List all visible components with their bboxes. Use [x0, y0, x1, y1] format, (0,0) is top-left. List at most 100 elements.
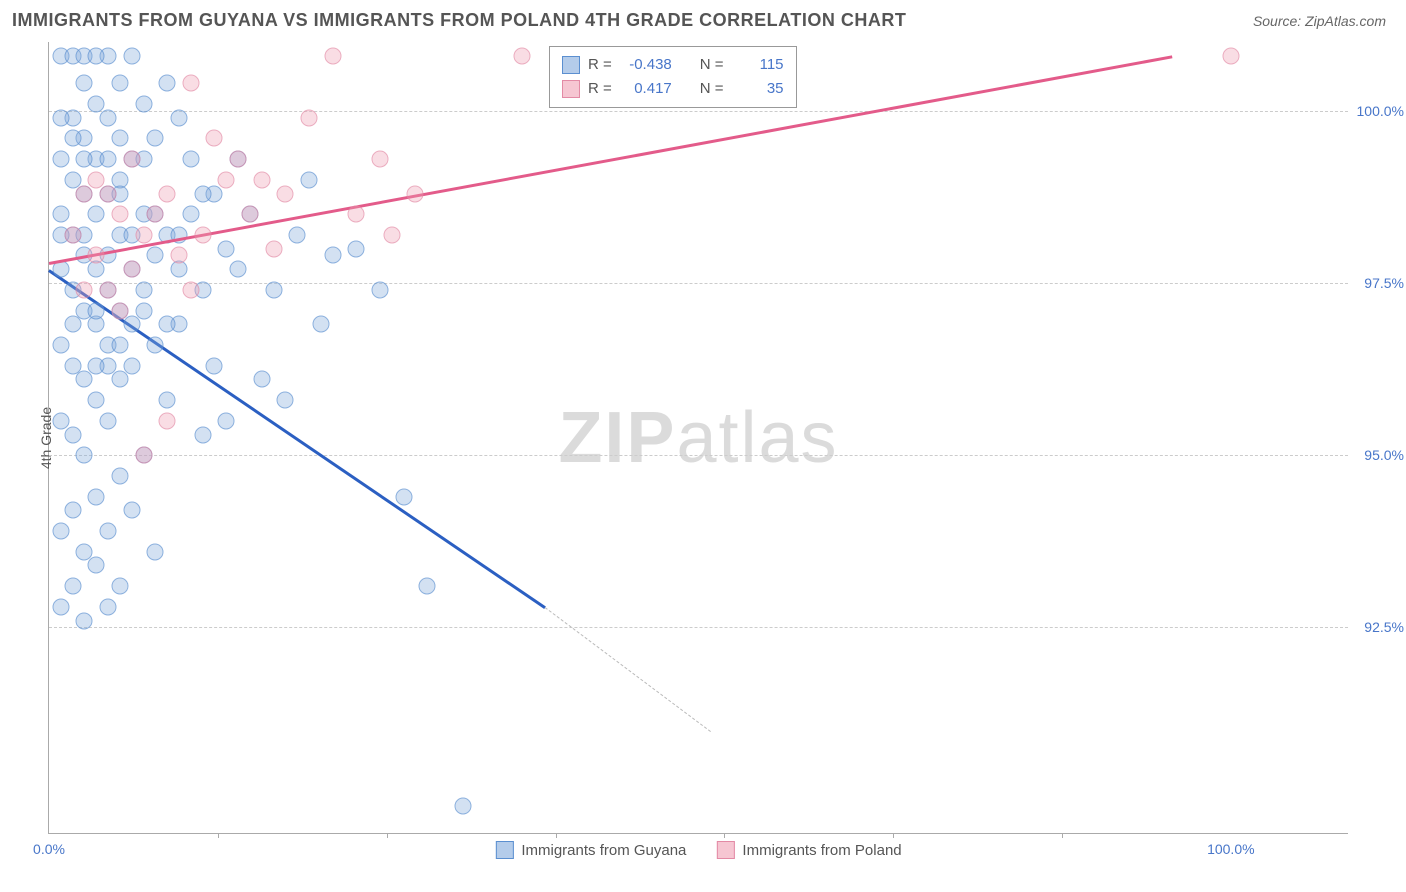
data-point — [52, 598, 69, 615]
legend-n-value: 115 — [732, 53, 784, 77]
data-point — [88, 302, 105, 319]
data-point — [182, 151, 199, 168]
data-point — [100, 522, 117, 539]
legend-swatch — [562, 80, 580, 98]
x-tick-mark — [724, 833, 725, 838]
data-point — [194, 185, 211, 202]
data-point — [371, 281, 388, 298]
legend-swatch — [495, 841, 513, 859]
y-tick-label: 95.0% — [1364, 447, 1404, 463]
data-point — [277, 392, 294, 409]
header: IMMIGRANTS FROM GUYANA VS IMMIGRANTS FRO… — [0, 0, 1406, 39]
legend-r-label: R = — [588, 53, 612, 77]
data-point — [88, 171, 105, 188]
data-point — [324, 47, 341, 64]
data-point — [123, 502, 140, 519]
data-point — [301, 171, 318, 188]
x-tick-label: 100.0% — [1207, 841, 1254, 857]
data-point — [123, 47, 140, 64]
data-point — [135, 302, 152, 319]
data-point — [88, 206, 105, 223]
data-point — [111, 206, 128, 223]
legend-r-value: 0.417 — [620, 77, 672, 101]
data-point — [135, 95, 152, 112]
data-point — [395, 488, 412, 505]
data-point — [111, 302, 128, 319]
trend-dashed — [545, 607, 711, 732]
data-point — [76, 151, 93, 168]
scatter-chart: 4th Grade ZIPatlas R =-0.438N =115R =0.4… — [48, 42, 1348, 834]
series-legend-label: Immigrants from Poland — [742, 842, 901, 859]
data-point — [76, 371, 93, 388]
data-point — [265, 240, 282, 257]
data-point — [230, 261, 247, 278]
legend-row: R =0.417N =35 — [562, 77, 784, 101]
data-point — [64, 578, 81, 595]
x-tick-mark — [218, 833, 219, 838]
data-point — [111, 130, 128, 147]
data-point — [513, 47, 530, 64]
data-point — [123, 261, 140, 278]
data-point — [76, 612, 93, 629]
data-point — [52, 151, 69, 168]
data-point — [348, 206, 365, 223]
data-point — [76, 281, 93, 298]
data-point — [324, 247, 341, 264]
data-point — [88, 47, 105, 64]
data-point — [88, 488, 105, 505]
data-point — [123, 151, 140, 168]
data-point — [371, 151, 388, 168]
data-point — [111, 578, 128, 595]
series-legend-item: Immigrants from Guyana — [495, 841, 686, 859]
data-point — [1222, 47, 1239, 64]
data-point — [419, 578, 436, 595]
data-point — [52, 206, 69, 223]
data-point — [348, 240, 365, 257]
data-point — [218, 412, 235, 429]
data-point — [147, 543, 164, 560]
data-point — [52, 109, 69, 126]
data-point — [147, 247, 164, 264]
data-point — [277, 185, 294, 202]
legend-row: R =-0.438N =115 — [562, 53, 784, 77]
legend-swatch — [562, 56, 580, 74]
data-point — [64, 316, 81, 333]
data-point — [312, 316, 329, 333]
legend-n-value: 35 — [732, 77, 784, 101]
data-point — [253, 371, 270, 388]
data-point — [135, 226, 152, 243]
series-legend-item: Immigrants from Poland — [716, 841, 901, 859]
gridline-h — [49, 455, 1348, 456]
series-legend-label: Immigrants from Guyana — [521, 842, 686, 859]
data-point — [123, 357, 140, 374]
x-tick-mark — [1062, 833, 1063, 838]
watermark: ZIPatlas — [558, 397, 838, 479]
data-point — [159, 392, 176, 409]
data-point — [253, 171, 270, 188]
data-point — [241, 206, 258, 223]
data-point — [100, 598, 117, 615]
data-point — [100, 109, 117, 126]
data-point — [194, 226, 211, 243]
data-point — [218, 171, 235, 188]
y-tick-label: 92.5% — [1364, 619, 1404, 635]
y-tick-label: 100.0% — [1357, 103, 1404, 119]
data-point — [64, 426, 81, 443]
data-point — [147, 337, 164, 354]
x-tick-mark — [893, 833, 894, 838]
data-point — [230, 151, 247, 168]
data-point — [100, 281, 117, 298]
data-point — [64, 130, 81, 147]
data-point — [159, 75, 176, 92]
data-point — [111, 337, 128, 354]
data-point — [265, 281, 282, 298]
data-point — [454, 798, 471, 815]
data-point — [76, 185, 93, 202]
data-point — [111, 75, 128, 92]
series-legend: Immigrants from Guyana Immigrants from Po… — [495, 841, 901, 859]
data-point — [100, 151, 117, 168]
data-point — [159, 412, 176, 429]
x-tick-label: 0.0% — [33, 841, 65, 857]
data-point — [182, 206, 199, 223]
gridline-h — [49, 111, 1348, 112]
